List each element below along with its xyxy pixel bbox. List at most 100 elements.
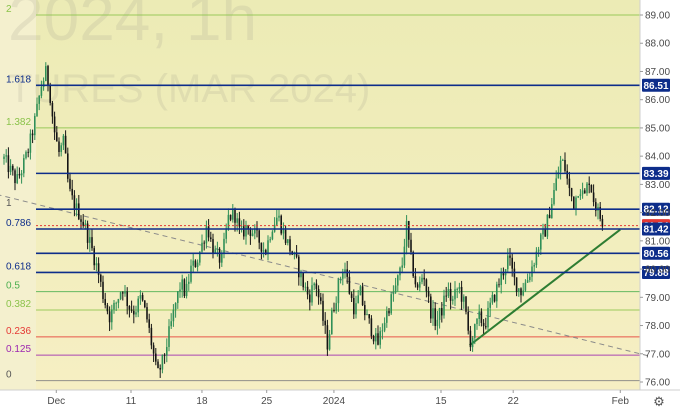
candle-body (467, 311, 469, 331)
candle-body (359, 286, 362, 296)
fib-level-label: 0 (6, 370, 12, 381)
candle-body (210, 237, 212, 240)
candle-body (326, 325, 329, 350)
settings-button-bg (651, 393, 667, 409)
candle-body (551, 204, 553, 219)
candle-body (573, 196, 575, 209)
candle-body (267, 240, 269, 255)
candle-body (570, 188, 573, 197)
candle-body (348, 276, 351, 294)
candle-body (427, 291, 430, 297)
candle-body (592, 192, 595, 203)
watermark-subtitle: TURES (MAR 2024) (8, 67, 370, 111)
watermark: 2024, 1h TURES (MAR 2024) (8, 0, 370, 111)
candle-body (388, 310, 390, 314)
y-tick-label: 88.00 (645, 39, 670, 50)
candle-body (562, 159, 564, 161)
candle-body (430, 296, 432, 319)
candle-body (588, 183, 590, 186)
candle-body (507, 255, 509, 270)
candle-body (60, 145, 62, 152)
candle-body (185, 283, 188, 297)
candle-body (148, 319, 150, 328)
candle-body (482, 322, 485, 327)
candle-body (390, 294, 392, 314)
candle-body (320, 297, 322, 301)
price-level-badge (642, 246, 670, 260)
candle-body (460, 286, 463, 302)
candle-body (454, 289, 456, 300)
candle-body (240, 226, 243, 228)
x-tick-label: Dec (47, 396, 65, 407)
candle-body (584, 190, 586, 194)
y-tick-label: 82.00 (645, 208, 670, 219)
candle-body (487, 307, 489, 328)
candle-body (564, 159, 566, 171)
candle-body (480, 311, 483, 323)
y-tick-label: 76.00 (645, 378, 670, 389)
candle-body (269, 239, 271, 241)
candle-body (150, 327, 153, 346)
candle-body (331, 310, 333, 335)
settings-button[interactable]: ⚙ (651, 393, 667, 410)
candle-body (203, 242, 205, 244)
candle-body (575, 197, 577, 209)
candle-body (64, 135, 67, 154)
candle-body (432, 308, 434, 319)
candle-body (328, 334, 331, 350)
candle-body (601, 218, 604, 227)
fib-level-label: 0.382 (6, 299, 31, 310)
candle-body (368, 314, 370, 319)
candle-body (196, 262, 199, 268)
candle-body (548, 214, 551, 219)
candle-body (436, 319, 439, 326)
candle-body (581, 190, 584, 195)
candle-body (95, 263, 98, 266)
candle-body (533, 265, 535, 267)
y-tick-label: 80.00 (645, 265, 670, 276)
candle-body (361, 286, 364, 306)
candle-body (73, 195, 76, 211)
candle-body (469, 330, 472, 348)
candle-body (383, 322, 386, 331)
candle-body (122, 292, 124, 294)
price-axis[interactable]: 89.00 88.00 87.00 86.00 85.00 84.00 83.00 82.00… (640, 11, 670, 389)
candle-body (445, 295, 447, 297)
candle-body (526, 280, 529, 283)
candle-body (364, 305, 366, 316)
candle-body (529, 276, 531, 281)
x-tick-label: 15 (435, 396, 447, 407)
time-axis[interactable]: Dec 11 18 25 2024 15 22 Feb (47, 390, 629, 407)
candle-body (522, 290, 524, 296)
candle-body (174, 302, 177, 310)
candle-body (25, 151, 27, 159)
candle-body (518, 288, 520, 292)
candle-body (306, 286, 309, 295)
fib-level-label: 1.382 (6, 117, 31, 128)
candle-body (199, 251, 201, 263)
candle-body (535, 251, 538, 266)
candle-body (89, 237, 91, 243)
candle-body (476, 318, 478, 325)
candle-body (568, 178, 571, 189)
candle-body (251, 233, 254, 236)
candle-body (16, 174, 18, 184)
candle-body (447, 288, 450, 297)
candle-body (144, 300, 146, 308)
x-tick-label: 18 (196, 396, 208, 407)
candle-body (254, 228, 256, 234)
candle-body (247, 225, 249, 229)
candle-body (31, 133, 34, 136)
candle-body (289, 239, 291, 252)
candle-body (75, 203, 78, 211)
fib-level-label: 1.618 (6, 74, 31, 85)
candle-body (366, 314, 368, 316)
candle-body (566, 170, 568, 179)
candle-body (84, 223, 87, 226)
candle-body (599, 206, 601, 219)
candle-body (375, 333, 377, 342)
candle-body (304, 286, 307, 288)
y-tick-label: 83.00 (645, 180, 670, 191)
candle-body (282, 229, 285, 234)
